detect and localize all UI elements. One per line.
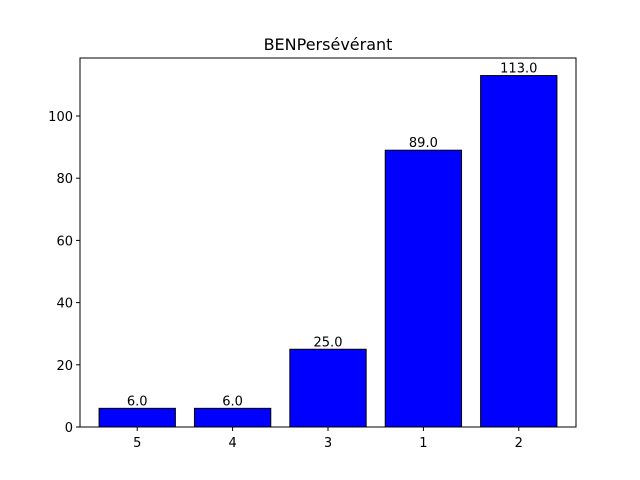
x-tick-label-3: 3 bbox=[324, 436, 332, 451]
bar-1 bbox=[384, 149, 463, 428]
y-tick-label-20: 20 bbox=[56, 359, 73, 374]
bar-3 bbox=[289, 348, 367, 428]
plot-frame bbox=[79, 57, 577, 428]
y-tick-label-80: 80 bbox=[56, 172, 73, 187]
data-label-1: 89.0 bbox=[409, 136, 438, 151]
x-tick-label-2: 2 bbox=[515, 436, 523, 451]
bar-5 bbox=[98, 407, 176, 428]
chart-title: BENPersévérant bbox=[264, 35, 393, 54]
data-label-5: 6.0 bbox=[127, 394, 148, 409]
x-tick-label-4: 4 bbox=[228, 436, 236, 451]
bar-4 bbox=[193, 407, 272, 428]
y-axis: 0 20 40 60 80 100 bbox=[48, 110, 80, 436]
x-tick-label-5: 5 bbox=[133, 436, 141, 451]
data-label-2: 113.0 bbox=[500, 62, 537, 77]
bars-group: 6.0 6.0 25.0 89.0 113.0 bbox=[98, 62, 558, 428]
y-tick-label-100: 100 bbox=[48, 110, 73, 125]
bar-2 bbox=[480, 75, 558, 428]
x-tick-label-1: 1 bbox=[419, 436, 427, 451]
data-label-4: 6.0 bbox=[222, 394, 243, 409]
y-tick-label-60: 60 bbox=[56, 234, 73, 249]
y-tick-label-40: 40 bbox=[56, 297, 73, 312]
x-axis: 5 4 3 1 2 bbox=[133, 427, 523, 451]
data-label-3: 25.0 bbox=[314, 335, 343, 350]
y-tick-label-0: 0 bbox=[65, 421, 73, 436]
